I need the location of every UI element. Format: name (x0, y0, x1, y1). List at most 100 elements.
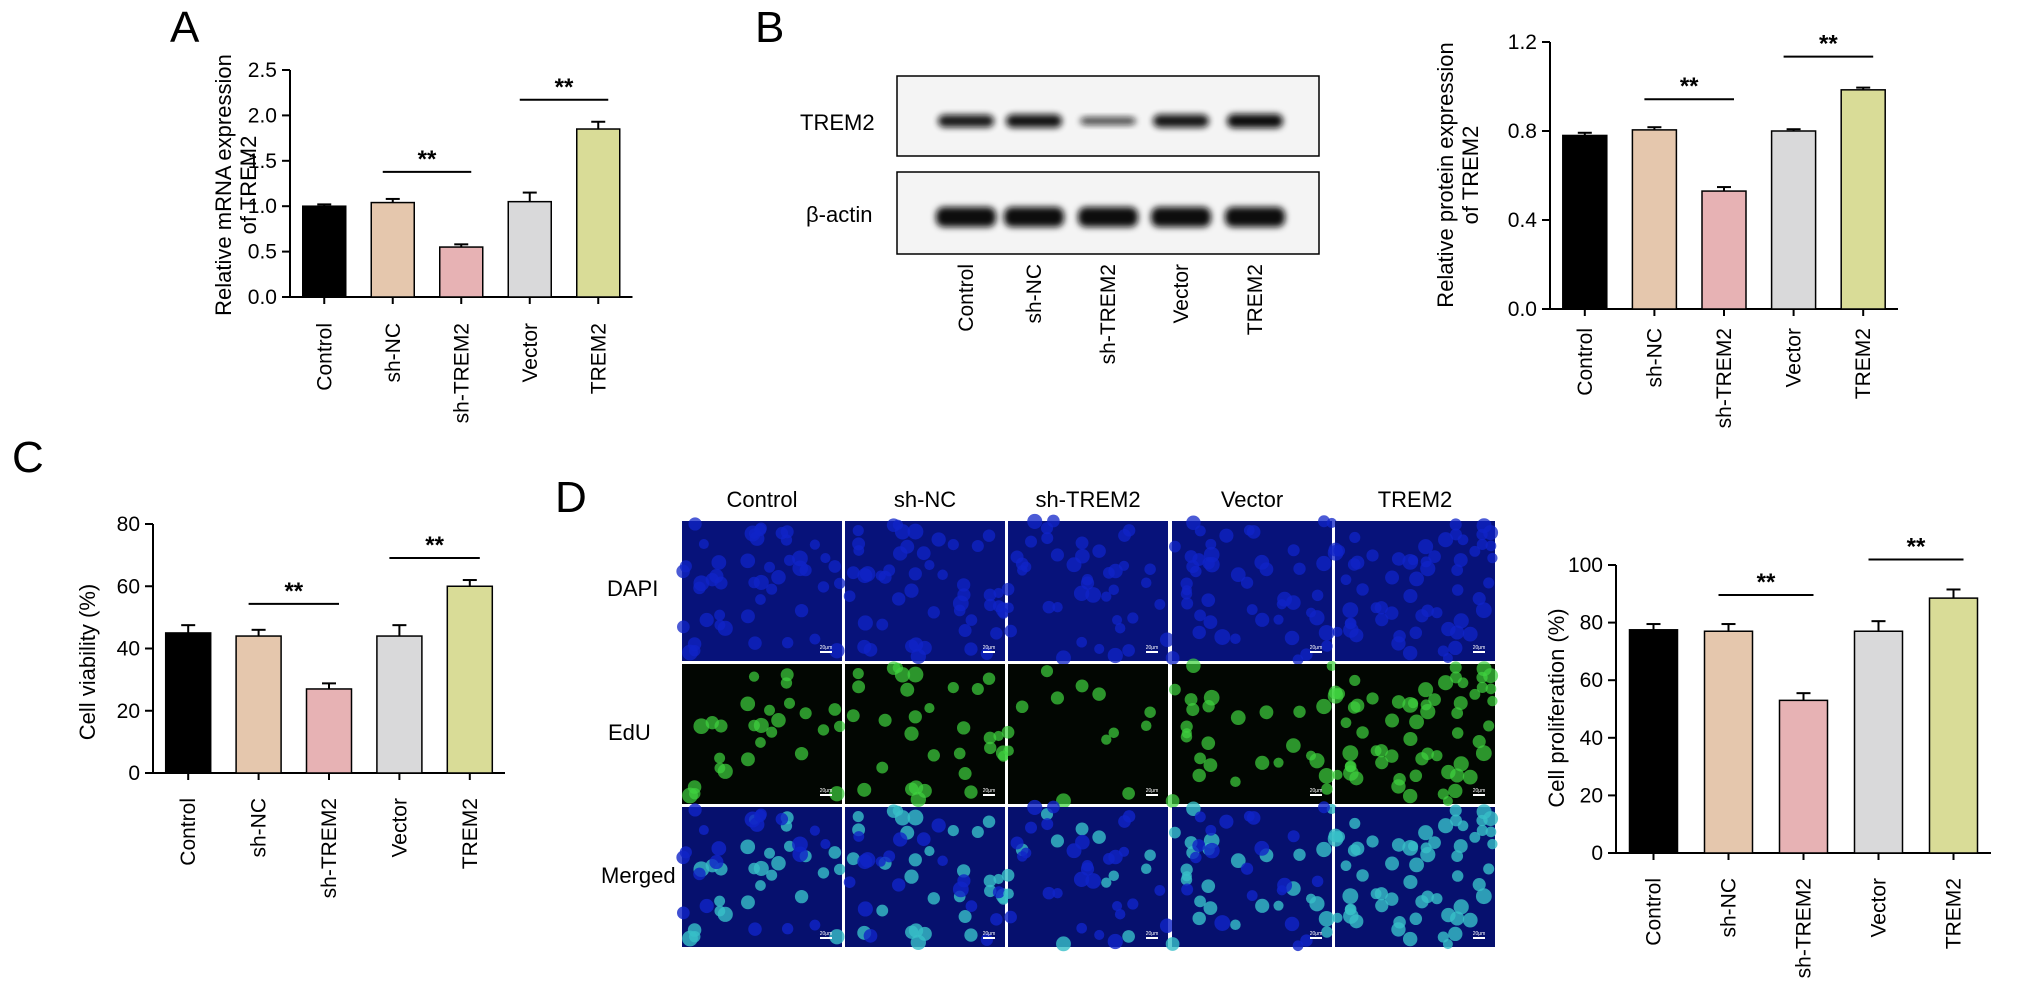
band-beta-actin (1225, 207, 1285, 227)
nucleus (857, 615, 873, 631)
nucleus (1003, 888, 1014, 900)
nucleus (931, 532, 946, 547)
nucleus (809, 539, 821, 550)
nucleus (1342, 745, 1359, 762)
nucleus (924, 560, 935, 571)
nucleus (980, 933, 994, 946)
nucleus (1287, 544, 1300, 557)
nucleus (878, 713, 892, 727)
nucleus (1047, 800, 1060, 814)
significance-label: ** (425, 532, 444, 559)
nucleus (766, 869, 778, 881)
nucleus (820, 838, 831, 850)
nucleus (1122, 524, 1136, 537)
nucleus (964, 642, 978, 656)
significance-label: ** (555, 74, 574, 101)
nucleus (1300, 648, 1313, 661)
nucleus (1453, 756, 1469, 772)
nucleus (1385, 606, 1399, 620)
nucleus (853, 545, 865, 556)
tile-background (1172, 664, 1332, 804)
scale-bar-label: 20μm (1473, 931, 1486, 937)
chart-a-mrna-expression: 0.0 0.5 1.0 1.5 2.0 2.5 Relative mRNA expressi… (211, 54, 633, 423)
nucleus (1485, 683, 1497, 695)
nucleus (883, 850, 896, 863)
nucleus (1214, 915, 1231, 931)
nucleus (1370, 745, 1382, 757)
nucleus (1010, 550, 1024, 564)
nucleus (1356, 869, 1369, 882)
nucleus (783, 697, 796, 709)
nucleus (1332, 769, 1343, 780)
y-tick-label: 1.2 (1508, 31, 1537, 54)
nucleus (1092, 830, 1106, 844)
nucleus (693, 718, 710, 735)
nucleus (1254, 554, 1270, 570)
nucleus (1273, 900, 1284, 911)
microscopy-row-label: Merged (601, 863, 676, 888)
nucleus (1356, 726, 1369, 739)
nucleus (1255, 612, 1270, 627)
nucleus (1255, 755, 1270, 770)
nucleus (1273, 614, 1284, 625)
nucleus (990, 627, 1003, 640)
blot-lane-label: Control (955, 264, 978, 332)
nucleus (755, 880, 766, 891)
y-tick-label: 1.0 (248, 195, 277, 218)
nucleus (1114, 908, 1126, 920)
nucleus (905, 782, 919, 796)
nucleus (990, 913, 1003, 926)
nucleus (699, 612, 714, 628)
nucleus (852, 525, 864, 537)
blot-lane-label: TREM2 (1244, 264, 1267, 335)
nucleus (1154, 884, 1166, 896)
nucleus (828, 703, 842, 716)
nucleus (1230, 633, 1241, 645)
scale-bar-label: 20μm (983, 645, 996, 651)
nucleus (1366, 549, 1379, 562)
nucleus (1451, 850, 1464, 863)
y-tick-label: 0.8 (1508, 120, 1537, 143)
nucleus (982, 529, 996, 542)
nucleus (775, 526, 789, 540)
nucleus (1203, 615, 1218, 630)
nucleus (1451, 870, 1464, 882)
nucleus (1441, 907, 1456, 923)
y-tick-label: 20 (1580, 784, 1603, 807)
nucleus (982, 815, 996, 828)
nucleus (1050, 834, 1064, 848)
nucleus (781, 923, 794, 935)
scale-bar-label: 20μm (1146, 788, 1159, 794)
nucleus (1192, 911, 1206, 926)
nucleus (1080, 576, 1095, 590)
nucleus (1047, 514, 1060, 528)
nucleus (1305, 607, 1317, 618)
scale-bar (820, 651, 832, 653)
category-label: sh-NC (382, 323, 405, 383)
nucleus (1169, 540, 1181, 553)
scale-bar-label: 20μm (983, 788, 996, 794)
nucleus (1015, 700, 1029, 714)
nucleus (1230, 776, 1241, 788)
nucleus (1052, 601, 1063, 613)
nucleus (971, 825, 984, 839)
nucleus (1025, 821, 1038, 834)
nucleus (1431, 893, 1443, 905)
nucleus (1449, 661, 1462, 674)
nucleus (892, 662, 904, 674)
nucleus (1475, 888, 1492, 905)
nucleus (904, 726, 919, 741)
nucleus (1169, 683, 1181, 696)
nucleus (910, 934, 927, 951)
significance-label: ** (1757, 569, 1776, 596)
band-trem2 (1080, 117, 1136, 125)
band-trem2 (1227, 114, 1283, 128)
nucleus (1127, 612, 1139, 624)
bar-vector (1770, 130, 1817, 310)
microscopy-row-labels: DAPI EdU Merged (601, 576, 676, 888)
nucleus (717, 906, 733, 922)
nucleus (863, 642, 878, 657)
y-tick-label: 40 (117, 638, 140, 661)
nucleus (764, 847, 775, 859)
nucleus (714, 752, 726, 764)
